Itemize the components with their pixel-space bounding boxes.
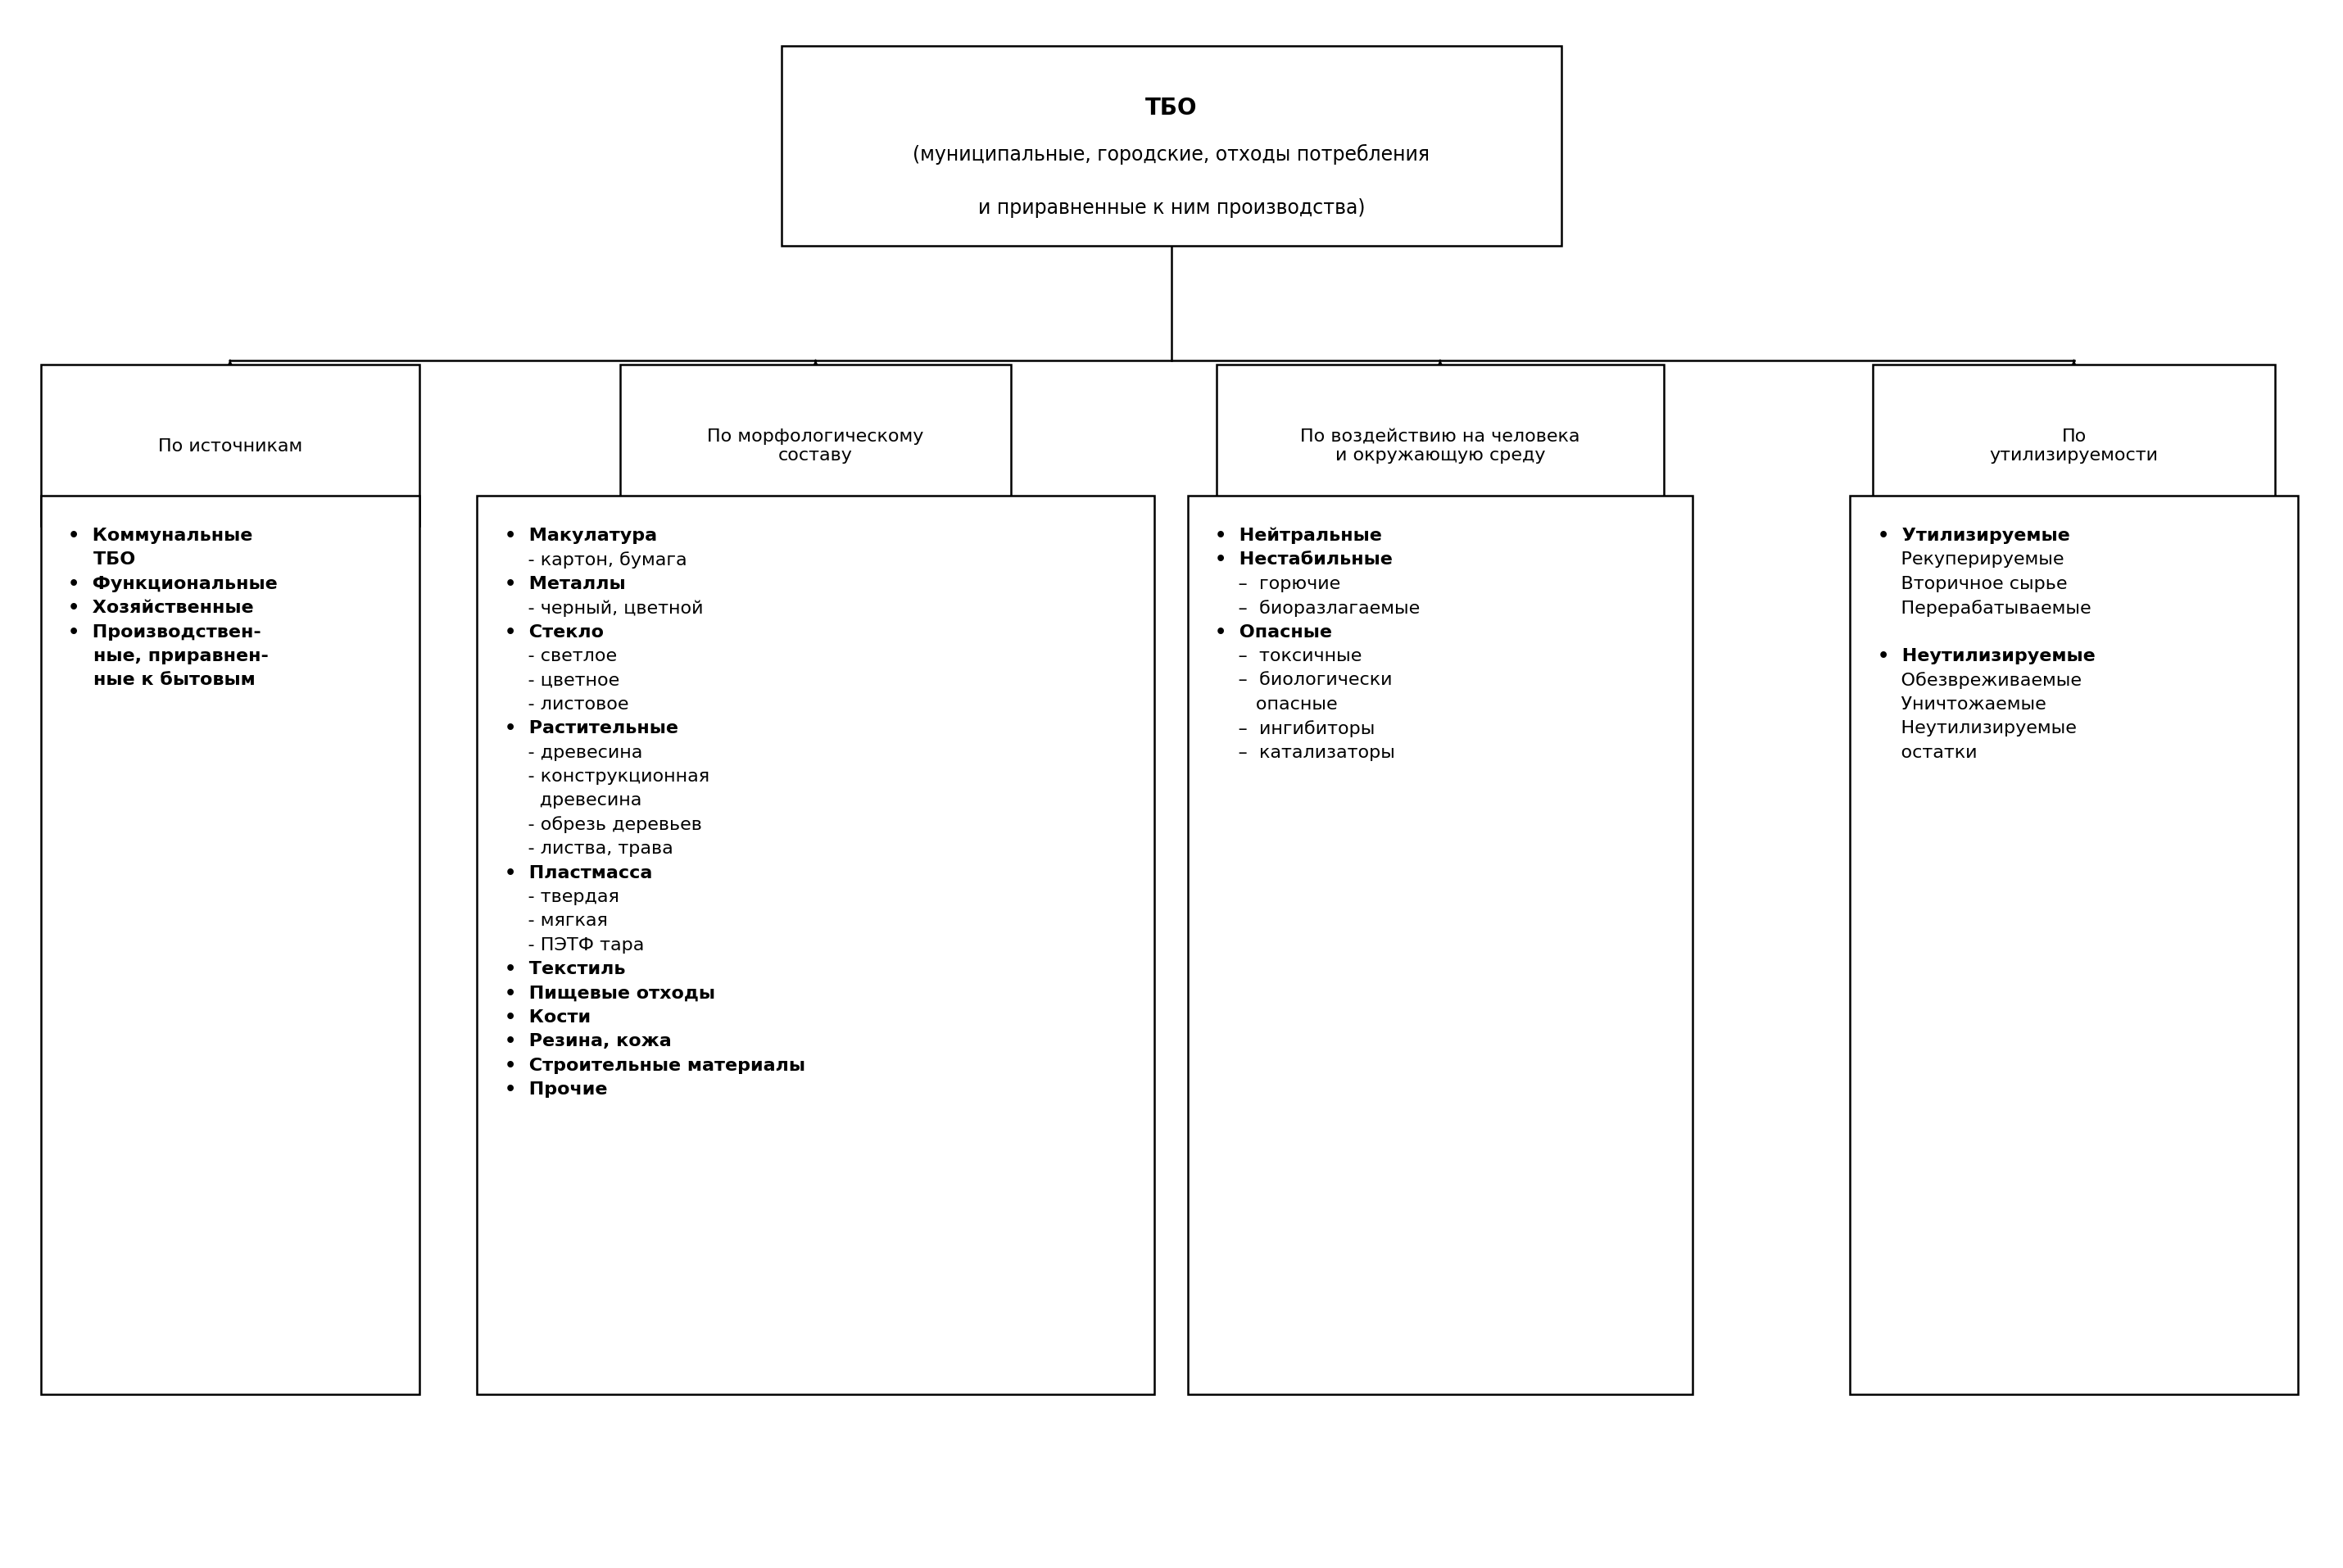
Text: –  горючие: – горючие	[1216, 575, 1340, 591]
Text: Перерабатываемые: Перерабатываемые	[1877, 599, 2090, 616]
Text: - листовое: - листовое	[504, 696, 628, 712]
Bar	[40, 495, 419, 1396]
Text: •  Функциональные: • Функциональные	[68, 575, 279, 591]
Text: - ПЭТФ тара: - ПЭТФ тара	[504, 936, 644, 953]
Text: •  Прочие: • Прочие	[504, 1080, 607, 1098]
Text: По источникам: По источникам	[157, 437, 302, 455]
Text: •  Неутилизируемые: • Неутилизируемые	[1877, 648, 2095, 665]
Text: •  Утилизируемые: • Утилизируемые	[1877, 527, 2069, 544]
Bar	[1216, 365, 1664, 527]
Text: •  Растительные: • Растительные	[504, 720, 677, 737]
Text: •  Пищевые отходы: • Пищевые отходы	[504, 985, 715, 1000]
Text: •  Нестабильные: • Нестабильные	[1216, 552, 1392, 568]
Text: (муниципальные, городские, отходы потребления: (муниципальные, городские, отходы потреб…	[914, 144, 1429, 165]
Text: - листва, трава: - листва, трава	[504, 840, 672, 856]
Text: –  ингибиторы: – ингибиторы	[1216, 720, 1375, 737]
Text: По воздействию на человека
и окружающую среду: По воздействию на человека и окружающую …	[1300, 428, 1579, 464]
Text: •  Хозяйственные: • Хозяйственные	[68, 599, 253, 616]
Text: •  Кости: • Кости	[504, 1008, 590, 1025]
Text: Вторичное сырье: Вторичное сырье	[1877, 575, 2067, 591]
Text: По
утилизируемости: По утилизируемости	[1989, 428, 2158, 464]
Text: и приравненные к ним производства): и приравненные к ним производства)	[977, 198, 1366, 218]
Text: •  Макулатура: • Макулатура	[504, 527, 656, 544]
Bar	[478, 495, 1155, 1396]
Text: •  Производствен-: • Производствен-	[68, 624, 262, 640]
Text: ные, приравнен-: ные, приравнен-	[68, 648, 269, 665]
Text: Неутилизируемые: Неутилизируемые	[1877, 720, 2076, 737]
Text: •  Текстиль: • Текстиль	[504, 961, 626, 977]
Text: - конструкционная: - конструкционная	[504, 768, 710, 784]
Text: ТБО: ТБО	[1146, 96, 1197, 119]
Bar	[621, 365, 1010, 527]
Text: –  биоразлагаемые: – биоразлагаемые	[1216, 599, 1420, 616]
Text: - картон, бумага: - картон, бумага	[504, 550, 686, 568]
Text: По морфологическому
составу: По морфологическому составу	[708, 428, 923, 464]
Text: •  Металлы: • Металлы	[504, 575, 626, 591]
Text: Уничтожаемые: Уничтожаемые	[1877, 696, 2045, 712]
Text: - черный, цветной: - черный, цветной	[504, 599, 703, 616]
Text: •  Строительные материалы: • Строительные материалы	[504, 1057, 806, 1074]
Text: •  Нейтральные: • Нейтральные	[1216, 527, 1382, 544]
Text: Рекуперируемые: Рекуперируемые	[1877, 552, 2064, 568]
Bar	[40, 365, 419, 527]
Text: •  Резина, кожа: • Резина, кожа	[504, 1033, 672, 1049]
Text: ТБО: ТБО	[68, 552, 136, 568]
Text: - древесина: - древесина	[504, 745, 642, 760]
Text: опасные: опасные	[1216, 696, 1338, 712]
Text: •  Стекло: • Стекло	[504, 624, 604, 640]
Text: Обезвреживаемые: Обезвреживаемые	[1877, 671, 2081, 688]
Text: –  катализаторы: – катализаторы	[1216, 745, 1394, 760]
Text: - обрезь деревьев: - обрезь деревьев	[504, 815, 703, 833]
Text: - светлое: - светлое	[504, 648, 616, 665]
Text: ные к бытовым: ные к бытовым	[68, 671, 255, 688]
Text: - мягкая: - мягкая	[504, 913, 607, 928]
Text: - твердая: - твердая	[504, 889, 619, 905]
Text: - цветное: - цветное	[504, 671, 619, 688]
Text: •  Коммунальные: • Коммунальные	[68, 527, 253, 544]
Bar	[780, 47, 1563, 246]
Bar	[1188, 495, 1692, 1396]
Text: остатки: остатки	[1877, 745, 1977, 760]
Text: •  Опасные: • Опасные	[1216, 624, 1333, 640]
Text: древесина: древесина	[504, 792, 642, 809]
Bar	[1851, 495, 2298, 1396]
Text: –  токсичные: – токсичные	[1216, 648, 1361, 665]
Text: •  Пластмасса: • Пластмасса	[504, 864, 651, 881]
Bar	[1872, 365, 2275, 527]
Text: –  биологически: – биологически	[1216, 671, 1392, 688]
